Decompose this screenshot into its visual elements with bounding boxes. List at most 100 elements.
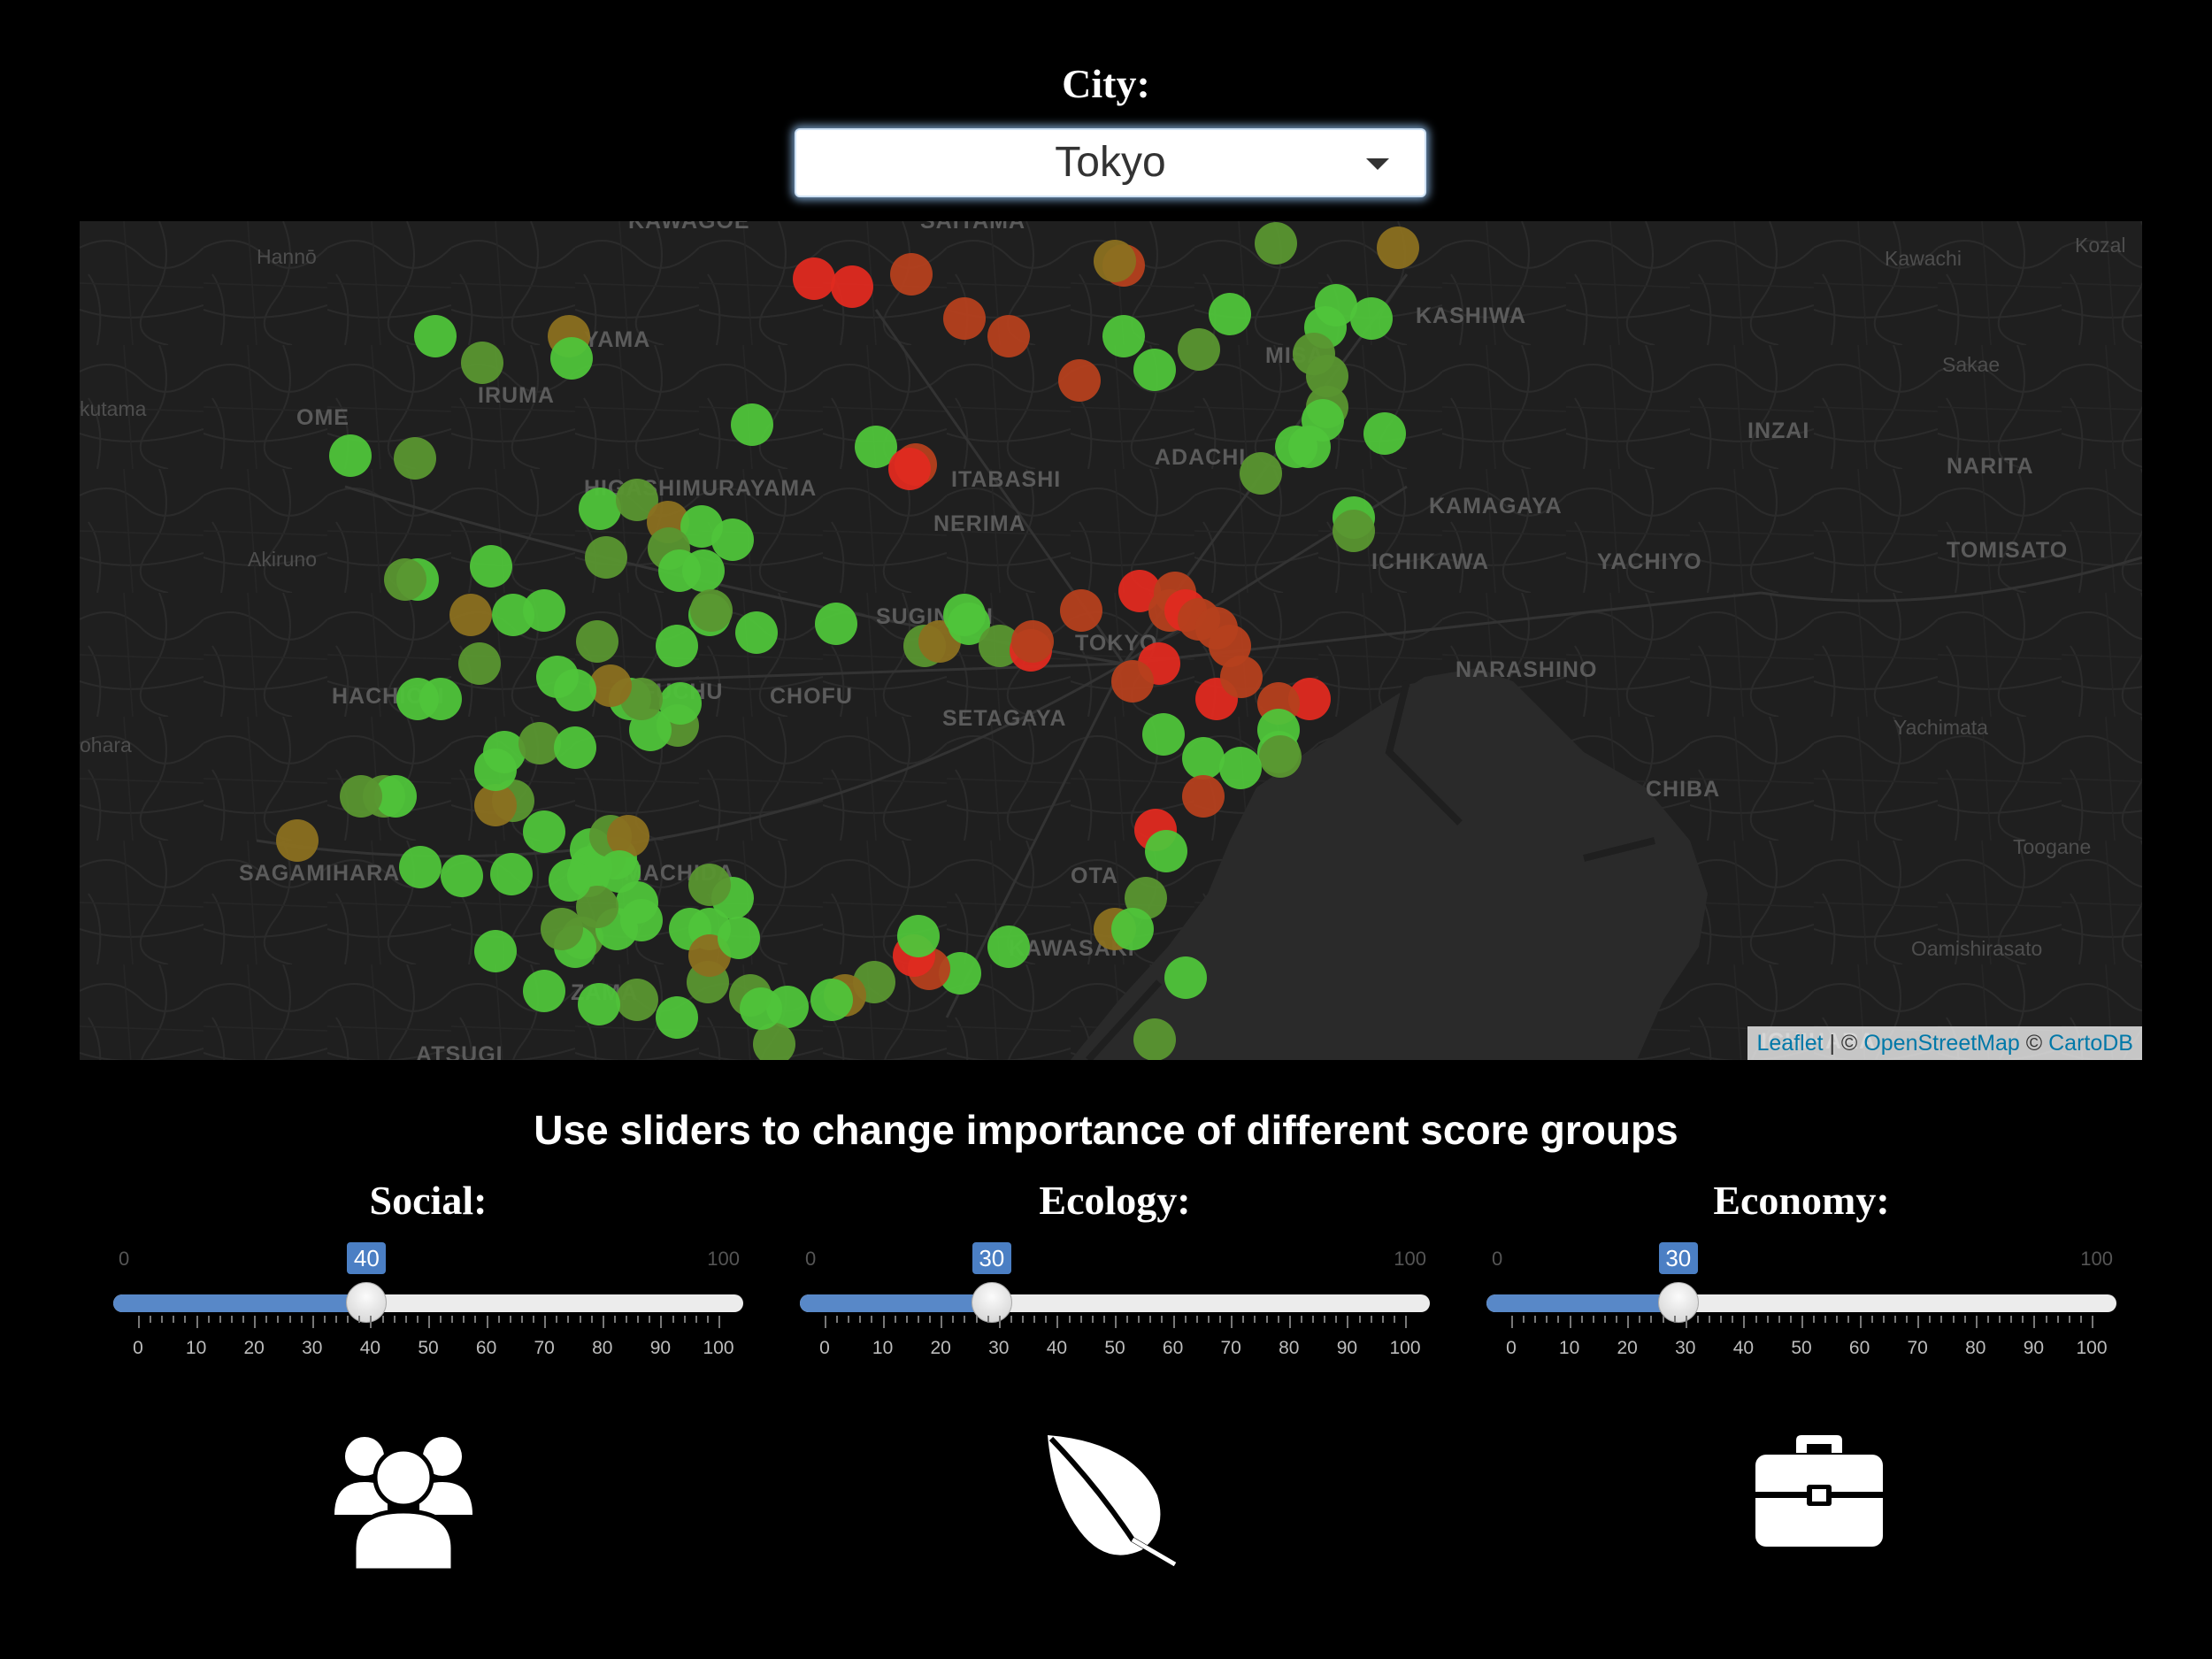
score-marker[interactable] <box>329 434 372 477</box>
score-marker[interactable] <box>1255 222 1297 265</box>
score-marker[interactable] <box>943 297 986 340</box>
score-marker[interactable] <box>888 448 931 490</box>
score-marker[interactable] <box>470 545 512 588</box>
score-marker[interactable] <box>1111 660 1154 703</box>
score-marker[interactable] <box>474 784 517 826</box>
score-marker[interactable] <box>414 315 457 357</box>
score-marker[interactable] <box>396 678 439 720</box>
score-marker[interactable] <box>939 952 981 995</box>
score-marker[interactable] <box>492 594 534 636</box>
score-marker[interactable] <box>735 611 778 654</box>
score-marker[interactable] <box>1209 293 1251 335</box>
score-marker[interactable] <box>523 589 565 632</box>
score-marker[interactable] <box>441 855 483 897</box>
score-marker[interactable] <box>576 620 618 663</box>
score-marker[interactable] <box>656 996 698 1039</box>
score-marker[interactable] <box>549 859 591 902</box>
score-marker[interactable] <box>731 403 773 446</box>
score-marker[interactable] <box>890 253 933 296</box>
score-marker[interactable] <box>589 664 632 707</box>
score-marker[interactable] <box>576 886 618 928</box>
score-marker[interactable] <box>690 589 733 632</box>
score-marker[interactable] <box>1240 452 1282 495</box>
slider-track[interactable] <box>800 1282 1430 1323</box>
score-marker[interactable] <box>1219 747 1262 789</box>
score-marker[interactable] <box>1333 510 1375 552</box>
score-marker[interactable] <box>1133 1018 1176 1060</box>
score-marker[interactable] <box>616 979 658 1021</box>
score-marker[interactable] <box>1094 240 1136 282</box>
slider-track[interactable] <box>1486 1282 2116 1323</box>
score-marker[interactable] <box>740 987 782 1030</box>
score-marker[interactable] <box>620 899 663 941</box>
score-marker[interactable] <box>1102 315 1145 357</box>
score-marker[interactable] <box>659 682 702 725</box>
score-marker[interactable] <box>541 908 583 950</box>
score-marker[interactable] <box>1377 227 1419 269</box>
score-marker[interactable] <box>718 917 760 959</box>
score-marker[interactable] <box>753 1023 795 1060</box>
score-marker[interactable] <box>536 656 579 698</box>
score-marker[interactable] <box>855 426 897 468</box>
score-marker[interactable] <box>1133 349 1176 391</box>
score-marker[interactable] <box>987 315 1030 357</box>
score-marker[interactable] <box>1182 737 1225 780</box>
score-marker[interactable] <box>793 257 835 300</box>
score-marker[interactable] <box>711 518 754 561</box>
score-marker[interactable] <box>276 819 319 862</box>
score-marker[interactable] <box>897 915 940 957</box>
score-marker[interactable] <box>384 558 426 601</box>
score-marker[interactable] <box>1288 426 1331 468</box>
score-marker[interactable] <box>598 850 641 893</box>
score-marker[interactable] <box>682 549 725 592</box>
score-marker[interactable] <box>1111 908 1154 950</box>
score-marker[interactable] <box>458 642 501 685</box>
score-marker[interactable] <box>688 864 731 906</box>
score-marker[interactable] <box>1178 328 1220 371</box>
slider-track[interactable] <box>113 1282 743 1323</box>
score-marker[interactable] <box>987 926 1030 968</box>
score-marker[interactable] <box>550 337 593 380</box>
score-marker[interactable] <box>1118 570 1161 612</box>
score-marker[interactable] <box>1060 589 1102 632</box>
score-marker[interactable] <box>1164 956 1207 999</box>
score-marker[interactable] <box>518 722 561 764</box>
slider-handle[interactable] <box>346 1282 388 1323</box>
leaflet-link[interactable]: Leaflet <box>1756 1031 1824 1056</box>
score-marker[interactable] <box>399 846 442 888</box>
slider-handle[interactable] <box>1657 1282 1699 1323</box>
score-marker[interactable] <box>1363 412 1406 455</box>
score-marker[interactable] <box>1306 355 1348 397</box>
score-marker[interactable] <box>523 970 565 1012</box>
score-marker[interactable] <box>1350 297 1393 340</box>
score-marker[interactable] <box>554 726 596 769</box>
score-marker[interactable] <box>1182 775 1225 818</box>
score-marker[interactable] <box>1142 713 1185 756</box>
score-marker[interactable] <box>585 536 627 579</box>
score-marker[interactable] <box>616 479 658 521</box>
score-marker[interactable] <box>810 979 853 1021</box>
score-marker[interactable] <box>943 594 986 636</box>
score-marker[interactable] <box>461 342 503 384</box>
score-marker[interactable] <box>1145 830 1187 872</box>
score-marker[interactable] <box>474 930 517 972</box>
score-marker[interactable] <box>656 625 698 667</box>
score-marker[interactable] <box>979 625 1021 667</box>
score-marker[interactable] <box>374 775 417 818</box>
city-select[interactable]: Tokyo <box>795 128 1426 197</box>
score-marker[interactable] <box>1259 735 1302 778</box>
score-marker[interactable] <box>1011 620 1054 663</box>
score-marker[interactable] <box>449 594 492 636</box>
score-marker[interactable] <box>578 983 620 1025</box>
score-marker[interactable] <box>394 437 436 480</box>
score-marker[interactable] <box>607 815 649 857</box>
score-marker[interactable] <box>831 265 873 308</box>
osm-link[interactable]: OpenStreetMap <box>1863 1031 2020 1056</box>
score-marker[interactable] <box>1288 678 1331 720</box>
score-marker[interactable] <box>523 810 565 853</box>
score-marker[interactable] <box>1058 359 1101 402</box>
score-marker[interactable] <box>340 775 382 818</box>
score-marker[interactable] <box>815 603 857 645</box>
score-marker[interactable] <box>1220 656 1263 698</box>
cartodb-link[interactable]: CartoDB <box>2048 1031 2133 1056</box>
